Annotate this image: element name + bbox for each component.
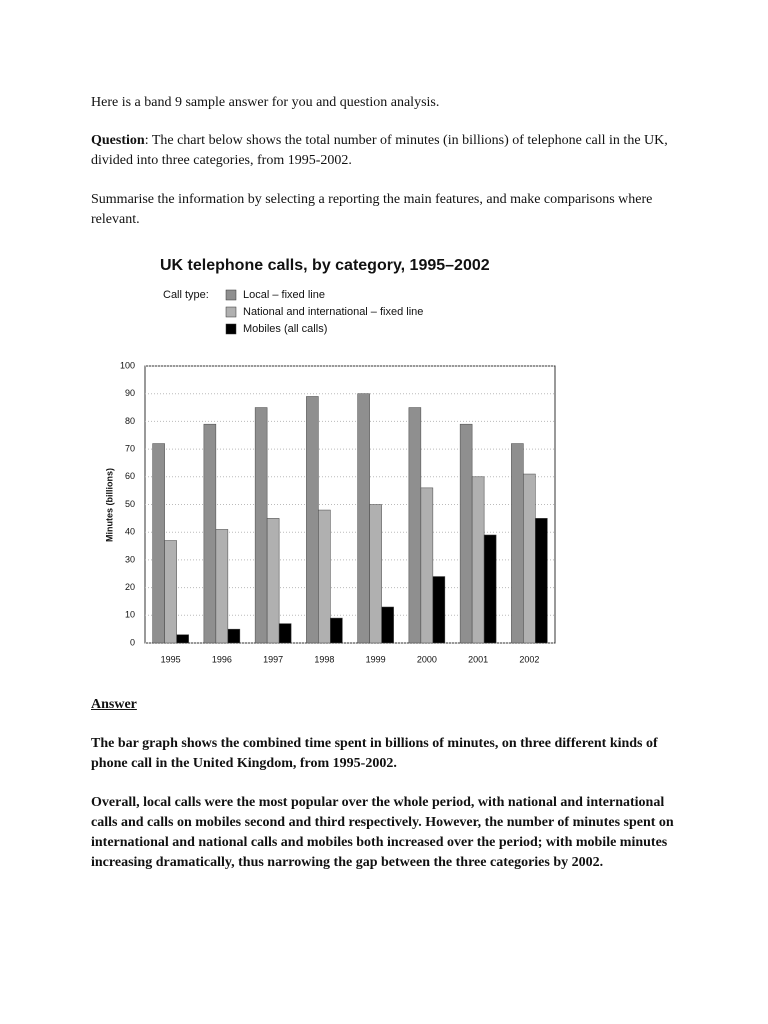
bar: [227, 628, 241, 644]
x-tick-label: 2002: [519, 654, 539, 664]
bar: [523, 473, 536, 644]
bar: [152, 443, 165, 644]
bar: [535, 518, 548, 644]
x-tick-label: 1998: [314, 654, 334, 664]
question: Question: The chart below shows the tota…: [91, 131, 681, 171]
legend-label: Mobiles (all calls): [243, 323, 327, 335]
bar: [330, 617, 343, 644]
x-tick-label: 2000: [417, 654, 437, 664]
y-tick-label: 70: [125, 443, 135, 453]
x-tick-label: 2001: [468, 654, 488, 664]
y-axis-label: Minutes (billions): [104, 468, 114, 542]
question-label: Question: [91, 133, 145, 148]
x-tick-label: 1999: [366, 654, 386, 664]
bar: [483, 534, 497, 644]
answer-paragraph: The bar graph shows the combined time sp…: [91, 736, 658, 771]
bar: [357, 393, 370, 644]
x-tick-label: 1996: [212, 654, 232, 664]
y-tick-label: 100: [120, 360, 135, 370]
legend-title: Call type:: [163, 289, 209, 301]
y-tick-label: 30: [125, 554, 135, 564]
y-tick-label: 60: [125, 471, 135, 481]
y-tick-label: 40: [125, 527, 135, 537]
bar: [318, 509, 331, 644]
y-tick-label: 80: [125, 416, 135, 426]
bar: [215, 529, 229, 644]
legend-swatch: [225, 323, 237, 335]
bar: [511, 443, 524, 644]
legend-swatch: [225, 289, 237, 301]
instruction: Summarise the information by selecting a…: [91, 192, 653, 227]
y-tick-label: 10: [125, 610, 135, 620]
answer-paragraph: Overall, local calls were the most popul…: [91, 795, 674, 870]
y-tick-label: 90: [125, 388, 135, 398]
bar: [408, 407, 422, 644]
bar: [381, 606, 394, 644]
legend-swatch: [225, 306, 237, 318]
chart-title: UK telephone calls, by category, 1995–20…: [160, 257, 490, 274]
bar: [369, 504, 382, 644]
bar: [176, 634, 189, 644]
x-tick-label: 1995: [161, 654, 181, 664]
y-tick-label: 0: [130, 637, 135, 647]
answer-heading: Answer: [91, 697, 137, 712]
bar: [278, 623, 292, 644]
bar: [471, 476, 485, 644]
legend-label: Local – fixed line: [243, 289, 325, 301]
bar: [459, 423, 473, 644]
bar: [420, 487, 434, 644]
bar: [254, 407, 268, 644]
question-text: : The chart below shows the total number…: [91, 133, 668, 168]
intro: Here is a band 9 sample answer for you a…: [91, 95, 440, 110]
bar: [432, 576, 446, 644]
bar: [203, 423, 217, 644]
bar: [306, 396, 319, 644]
y-tick-label: 50: [125, 499, 135, 509]
bar: [164, 540, 177, 644]
x-tick-label: 1997: [263, 654, 283, 664]
legend-label: National and international – fixed line: [243, 306, 423, 318]
bar: [266, 518, 280, 644]
y-tick-label: 20: [125, 582, 135, 592]
